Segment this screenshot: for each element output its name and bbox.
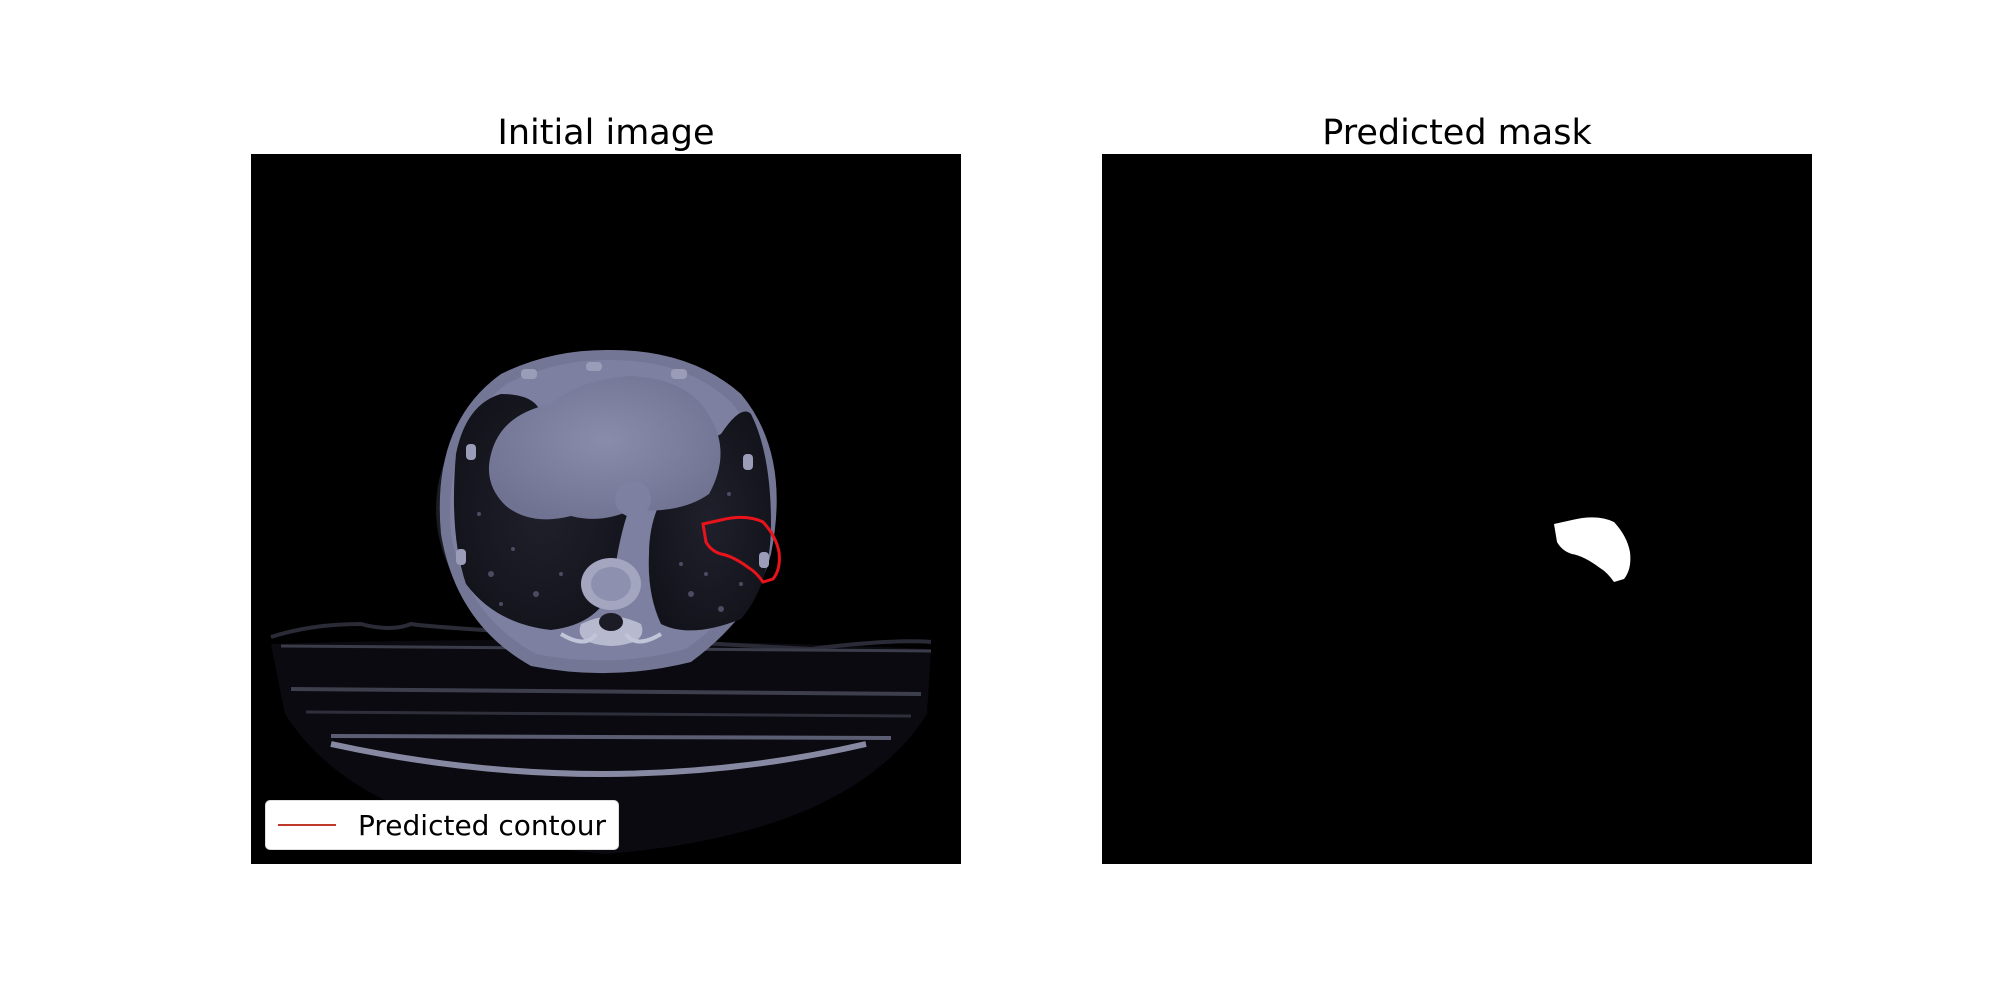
legend-label: Predicted contour [358,808,606,842]
predicted-mask-title: Predicted mask [1322,113,1592,153]
initial-image-panel: Predicted contour [251,154,961,864]
predicted-mask-region [1554,517,1631,582]
mask-image [1554,517,1631,582]
predicted-contour-outline [701,515,781,584]
predicted-mask-panel [1102,154,1812,864]
initial-image-title: Initial image [497,113,715,153]
legend: Predicted contour [265,800,619,850]
legend-line-swatch [278,824,336,826]
ct-scan-image [270,349,932,854]
